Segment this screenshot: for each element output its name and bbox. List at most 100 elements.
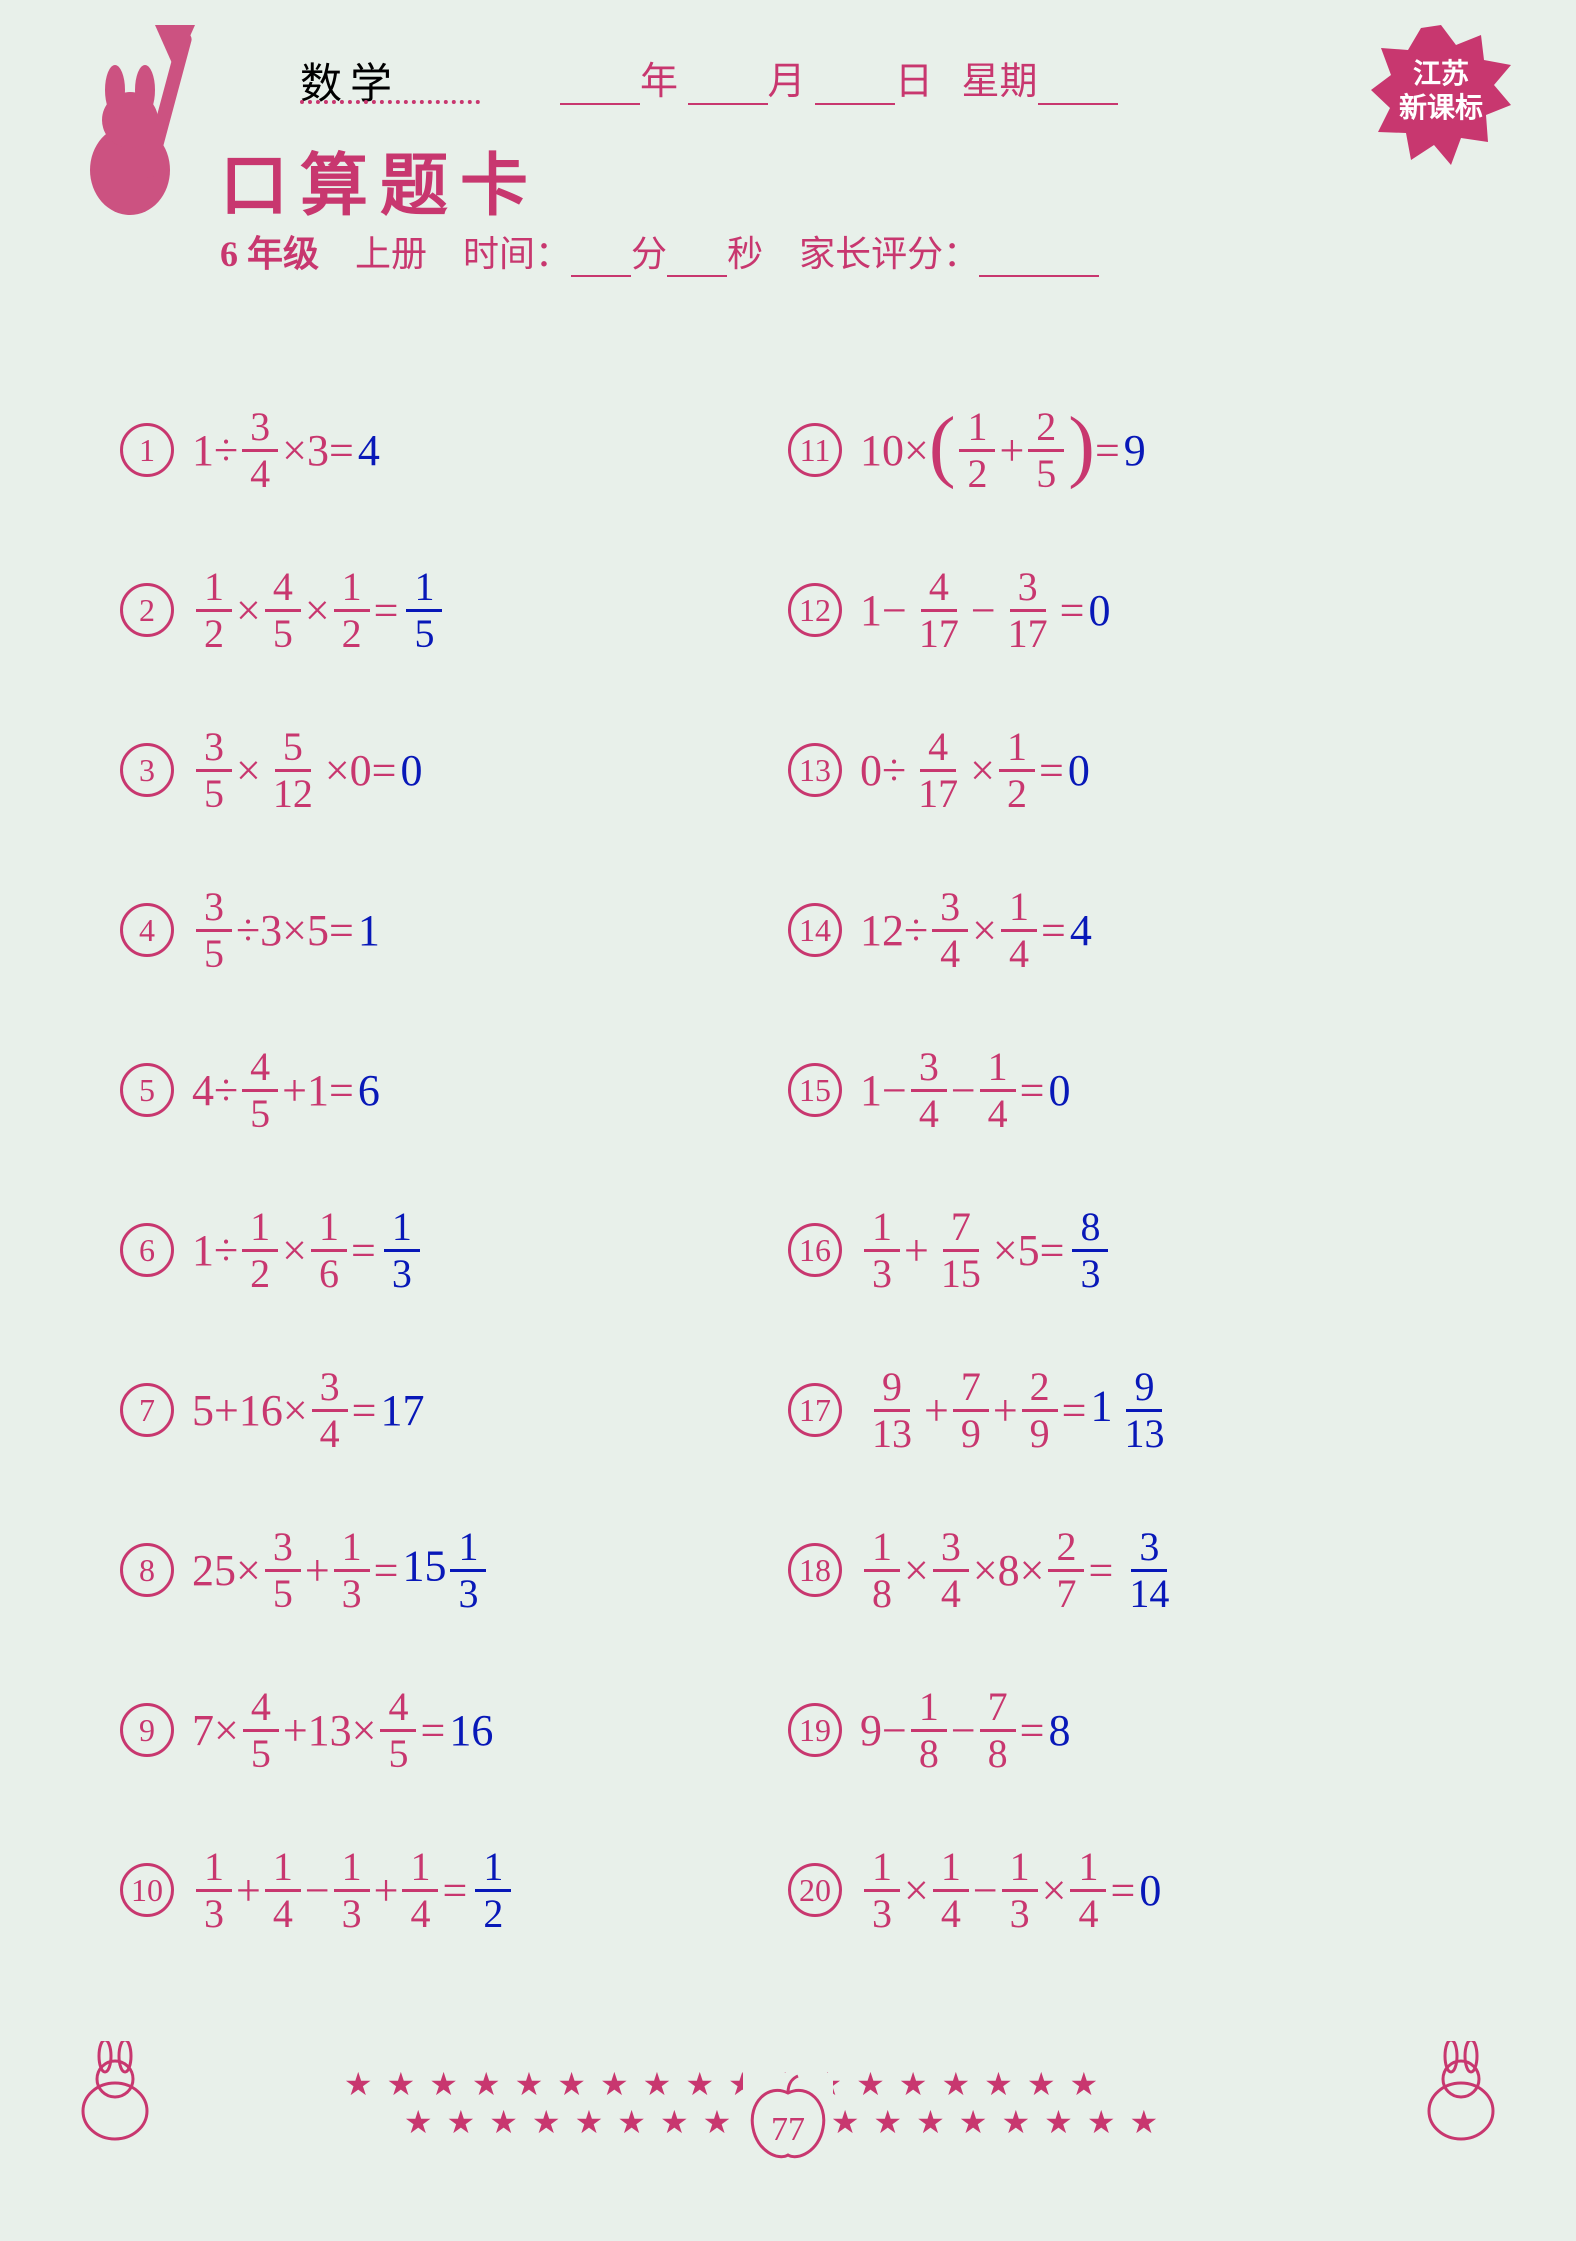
weekday-blank[interactable]: [1038, 69, 1118, 105]
expr-token: ×: [282, 905, 307, 956]
fraction: 14: [933, 1847, 969, 1934]
answer: 314: [1117, 1527, 1181, 1614]
fraction: 14: [1070, 1847, 1106, 1934]
answer: 16: [449, 1705, 493, 1756]
problem-row: 3 35×512×0=0: [120, 690, 788, 850]
expr-token: ×: [972, 905, 997, 956]
expr-token: ÷: [904, 905, 928, 956]
expression: 913+79+29=1913: [860, 1367, 1176, 1454]
expr-token: =: [372, 745, 397, 796]
expr-token: −: [973, 1865, 998, 1916]
fraction: 18: [911, 1687, 947, 1774]
expression: 35×512×0=0: [192, 727, 422, 814]
expr-token: =: [374, 1545, 399, 1596]
problem-row: 8 25×35+13=1513: [120, 1490, 788, 1650]
year-label: 年: [640, 61, 678, 103]
problem-number: 11: [788, 423, 842, 477]
answer: 6: [358, 1065, 380, 1116]
subject-underline: [300, 100, 480, 104]
problem-number: 7: [120, 1383, 174, 1437]
fraction: 13: [334, 1847, 370, 1934]
expression: 1−34−14=0: [860, 1047, 1070, 1134]
bunny-decoration-icon: [60, 20, 220, 220]
fraction: 29: [1022, 1367, 1058, 1454]
min-blank[interactable]: [571, 245, 631, 277]
problem-number: 17: [788, 1383, 842, 1437]
fraction: 13: [334, 1527, 370, 1614]
fraction: 83: [1072, 1207, 1108, 1294]
fraction: 512: [265, 727, 321, 814]
day-label: 日: [895, 61, 933, 103]
answer: 9: [1124, 425, 1146, 476]
expr-token: 0: [350, 745, 372, 796]
expr-token: ×: [993, 1225, 1018, 1276]
expr-token: 1: [307, 1065, 329, 1116]
fraction: 14: [1001, 887, 1037, 974]
expr-token: 16: [239, 1385, 283, 1436]
fraction: 13: [196, 1847, 232, 1934]
answer: 17: [380, 1385, 424, 1436]
expr-token: =: [1095, 425, 1120, 476]
expression: 12×45×12=15: [192, 567, 446, 654]
answer: 12: [471, 1847, 515, 1934]
expr-token: −: [951, 1705, 976, 1756]
problem-number: 1: [120, 423, 174, 477]
fraction: 34: [932, 887, 968, 974]
expr-token: +: [993, 1385, 1018, 1436]
answer: 0: [1088, 585, 1110, 636]
problem-number: 18: [788, 1543, 842, 1597]
expr-token: ×: [283, 1385, 308, 1436]
expression: 5+16×34=17: [192, 1367, 424, 1454]
problem-number: 5: [120, 1063, 174, 1117]
fraction: 78: [980, 1687, 1016, 1774]
expr-token: +: [282, 1065, 307, 1116]
fraction: 13: [864, 1847, 900, 1934]
expr-token: =: [1110, 1865, 1135, 1916]
expr-token: =: [329, 905, 354, 956]
problems-column-left: 1 1÷34×3=4 2 12×45×12=15 3 35×512×0=0 4 …: [120, 370, 788, 1970]
expr-token: −: [882, 1705, 907, 1756]
expr-token: ÷: [214, 425, 238, 476]
expr-token: =: [1020, 1065, 1045, 1116]
expr-token: −: [305, 1865, 330, 1916]
expr-token: =: [351, 1225, 376, 1276]
fraction: 12: [999, 727, 1035, 814]
expression: 25×35+13=1513: [192, 1527, 490, 1614]
fraction: 12: [196, 567, 232, 654]
month-blank[interactable]: [688, 69, 768, 105]
fraction: 12: [959, 407, 995, 494]
fraction: 317: [1000, 567, 1056, 654]
expr-token: 4: [192, 1065, 214, 1116]
day-blank[interactable]: [815, 69, 895, 105]
expr-token: ×: [236, 1545, 261, 1596]
expr-token: ×: [282, 425, 307, 476]
fraction: 13: [864, 1207, 900, 1294]
curriculum-badge: 江苏 新课标: [1366, 20, 1516, 170]
year-blank[interactable]: [560, 69, 640, 105]
score-blank[interactable]: [979, 245, 1099, 277]
expr-token: 1: [860, 585, 882, 636]
grade-label: 6 年级: [220, 234, 319, 274]
expr-token: =: [1041, 905, 1066, 956]
expr-token: 1: [192, 425, 214, 476]
fraction: 13: [450, 1527, 486, 1614]
expr-token: 25: [192, 1545, 236, 1596]
answer: 83: [1068, 1207, 1112, 1294]
expression: 1÷12×16=13: [192, 1207, 424, 1294]
expr-token: =: [1039, 745, 1064, 796]
expr-token: +: [283, 1705, 308, 1756]
expr-token: ×: [325, 745, 350, 796]
problem-number: 14: [788, 903, 842, 957]
fraction: 25: [1028, 407, 1064, 494]
fraction: 14: [402, 1847, 438, 1934]
expr-token: −: [951, 1065, 976, 1116]
expr-token: ×: [236, 745, 261, 796]
expr-token: 1: [860, 1065, 882, 1116]
expr-token: ×: [970, 745, 995, 796]
expr-token: +: [999, 425, 1024, 476]
expression: 0÷417×12=0: [860, 727, 1090, 814]
expr-token: 5: [1018, 1225, 1040, 1276]
sec-blank[interactable]: [667, 245, 727, 277]
expr-token: ×: [352, 1705, 377, 1756]
expr-token: +: [374, 1865, 399, 1916]
